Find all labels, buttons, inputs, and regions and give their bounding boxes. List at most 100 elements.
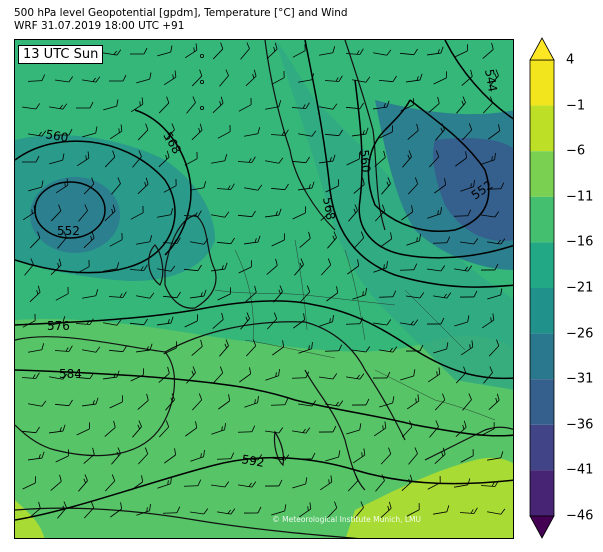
wind-barb (103, 319, 122, 326)
wind-barb (299, 231, 311, 248)
wind-barb (216, 237, 235, 245)
wind-barb (50, 474, 62, 491)
wind-barb (480, 480, 499, 487)
wind-barb (462, 393, 472, 411)
wind-barb (245, 339, 257, 357)
wind-barb (380, 447, 392, 465)
wind-barb (407, 123, 419, 140)
wind-barb (487, 238, 506, 245)
wind-barb (299, 285, 311, 303)
wind-barb (486, 182, 505, 190)
wind-barb (292, 477, 308, 489)
wind-barb (137, 123, 149, 141)
wind-barb (487, 508, 506, 515)
wind-barb (49, 103, 68, 110)
wind-barb (407, 177, 419, 195)
wind-barb (298, 73, 315, 83)
wind-barb (352, 346, 371, 353)
coastlines (15, 40, 513, 538)
wind-barb (238, 481, 257, 488)
wind-barb (400, 319, 419, 326)
wind-barb (320, 204, 332, 221)
wind-barb (454, 44, 468, 58)
wind-barb (184, 43, 198, 59)
wind-barb (483, 366, 493, 384)
wind-barb (459, 507, 478, 514)
wind-barb (137, 447, 149, 465)
header-title: 500 hPa level Geopotential [gpdm], Tempe… (14, 7, 348, 19)
wind-barb (346, 423, 362, 435)
wind-barb (103, 370, 120, 380)
wind-barb (217, 124, 231, 139)
wind-barb (75, 101, 94, 109)
wind-barb (406, 394, 420, 410)
colorbar-tick-label: 4 (566, 52, 575, 68)
temperature-band-warmest (345, 457, 513, 538)
wind-barb (324, 75, 343, 82)
wind-barb (76, 151, 90, 167)
wind-barb (21, 155, 40, 163)
wind-barb (427, 207, 442, 219)
wind-barb (83, 177, 95, 195)
isoline-label: 568 (320, 196, 338, 221)
wind-barb (373, 49, 392, 56)
wind-barb (185, 421, 198, 437)
wind-barb (55, 178, 69, 194)
wind-barb (378, 75, 397, 83)
wind-barb (158, 96, 170, 114)
wind-barb (325, 179, 339, 193)
wind-barb (319, 154, 336, 164)
wind-barb (28, 343, 45, 353)
wind-barb (406, 73, 423, 83)
wind-barb (320, 258, 332, 276)
wind-barb (217, 508, 236, 515)
wind-barb (461, 123, 473, 141)
wind-barb (211, 154, 228, 164)
wind-barb (212, 96, 224, 114)
wind-barb (55, 76, 74, 83)
wind-barb (481, 211, 500, 218)
wind-barb (264, 479, 283, 487)
wind-barb (76, 259, 90, 274)
wind-barb (266, 42, 278, 60)
wind-barb (352, 127, 369, 137)
wind-barb (324, 129, 343, 137)
wind-barb (108, 74, 127, 82)
wind-barb (108, 345, 127, 353)
wind-barb (319, 315, 334, 327)
wind-barb (216, 452, 235, 460)
wind-barb (22, 476, 36, 490)
wind-barb (433, 342, 449, 354)
wind-barb (433, 505, 450, 515)
wind-barb (346, 373, 365, 380)
wind-barb (405, 344, 424, 352)
wind-barb (183, 210, 202, 217)
wind-barb (454, 265, 473, 272)
wind-barb (109, 124, 123, 140)
wind-barb (482, 42, 494, 59)
wind-barb (24, 258, 34, 276)
wind-barb (427, 367, 441, 383)
wind-barb (136, 343, 153, 353)
wind-barb (27, 74, 46, 82)
wind-barb (157, 208, 174, 218)
wind-barb (354, 501, 364, 519)
wind-barb (163, 70, 177, 86)
wind-barb (291, 156, 310, 164)
wind-barb (481, 313, 495, 329)
wind-barb (75, 318, 94, 325)
wind-barb (158, 366, 170, 383)
wind-barb (401, 205, 414, 221)
wind-barb (460, 340, 474, 356)
weather-map: 544 552 552 560 560 568 568 576 584 592 (15, 40, 513, 538)
wind-barb (238, 260, 252, 274)
wind-barb (130, 97, 144, 113)
wind-barb (432, 236, 451, 244)
wind-barb (379, 125, 393, 139)
wind-barb (426, 317, 445, 325)
wind-barb (400, 98, 414, 112)
wind-barb (83, 447, 95, 464)
wind-barb (219, 69, 229, 87)
colorbar-tick-label: −36 (566, 417, 594, 433)
wind-barb (82, 289, 99, 299)
